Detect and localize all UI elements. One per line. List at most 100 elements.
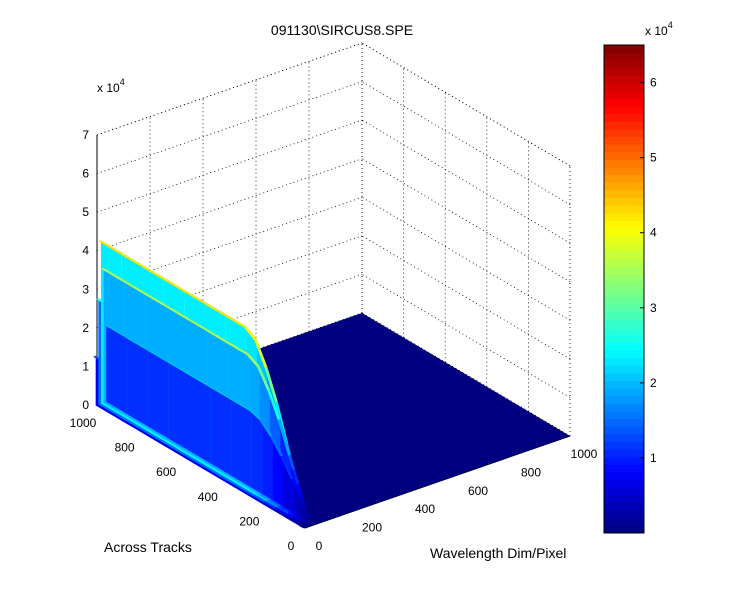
colorbar-segment: [604, 334, 644, 343]
colorbar-segment: [604, 517, 644, 526]
colorbar-segment: [604, 304, 644, 313]
colorbar-segment: [604, 144, 644, 153]
x-tick-label: 800: [521, 465, 541, 479]
colorbar-segment: [604, 342, 644, 351]
x-axis-label: Wavelength Dim/Pixel: [430, 545, 566, 561]
y-tick-label: 800: [115, 441, 135, 455]
surface-patch: [142, 292, 167, 306]
colorbar-segment: [604, 479, 644, 488]
colorbar-segment: [604, 174, 644, 183]
surface-patch: [184, 317, 208, 331]
y-axis-label: Across Tracks: [104, 539, 192, 555]
surface-patch: [294, 487, 302, 498]
colorbar-segment: [604, 350, 644, 359]
colorbar-segment: [604, 266, 644, 275]
surface-patch: [307, 517, 315, 523]
colorbar-segment: [604, 441, 644, 450]
colorbar-segment: [604, 494, 644, 503]
z-exponent-power: 4: [120, 77, 125, 87]
surface-patch: [106, 323, 128, 415]
colorbar-segment: [604, 121, 644, 130]
z-exponent-base: x 10: [97, 81, 120, 95]
colorbar-segment: [604, 113, 644, 122]
colorbar-segment: [604, 258, 644, 267]
surface-patch: [207, 385, 232, 399]
colorbar-segment: [604, 45, 644, 54]
surface-patch: [168, 360, 190, 451]
colorbar-segment: [604, 380, 644, 389]
surface-patch: [275, 401, 289, 445]
colorbar-tick-label: 6: [650, 76, 657, 90]
colorbar-segment: [604, 327, 644, 336]
colorbar-segment: [604, 311, 644, 320]
x-tick-label: 1000: [571, 447, 598, 461]
z-axis-exponent: x 104: [97, 77, 125, 95]
colorbar-segment: [604, 90, 644, 99]
surface-patch: [223, 314, 247, 328]
surface-patch: [225, 341, 250, 355]
surface-patch: [166, 360, 190, 374]
colorbar-segment: [604, 411, 644, 420]
colorbar-exponent: x 104: [645, 20, 673, 38]
grid-line: [96, 235, 363, 329]
surface-patch: [280, 455, 294, 480]
colorbar-segment: [604, 319, 644, 328]
colorbar-segment: [604, 281, 644, 290]
colorbar-segment: [604, 151, 644, 160]
colorbar-segment: [604, 395, 644, 404]
colorbar-segment: [604, 243, 644, 252]
colorbar-segment: [604, 67, 644, 76]
colorbar-segment: [604, 220, 644, 229]
surface-patch: [147, 348, 169, 439]
z-tick-label: 7: [82, 128, 89, 142]
x-tick-label: 0: [316, 539, 323, 553]
surface-patch: [163, 304, 187, 318]
colorbar-segment: [604, 403, 644, 412]
colorbar-segment: [604, 205, 644, 214]
colorbar-exponent-power: 4: [668, 20, 673, 30]
colorbar-segment: [604, 159, 644, 168]
surface-patch: [270, 435, 284, 457]
surface-patch: [254, 339, 268, 369]
grid-line: [361, 196, 571, 321]
colorbar-segment: [604, 60, 644, 69]
colorbar-segment: [604, 388, 644, 397]
x-tick-label: 200: [362, 521, 382, 535]
surface: [93, 240, 570, 529]
chart-title: 091130\SIRCUS8.SPE: [271, 22, 413, 38]
colorbar-segment: [604, 372, 644, 381]
y-tick-label: 400: [198, 490, 218, 504]
colorbar-segment: [604, 365, 644, 374]
z-tick-label: 3: [82, 282, 89, 296]
surface-patch: [139, 264, 164, 279]
surface-patch: [100, 267, 125, 282]
colorbar-segment: [604, 52, 644, 61]
surface-patch: [98, 240, 122, 254]
colorbar-exponent-base: x 10: [645, 24, 668, 38]
z-tick-label: 1: [82, 359, 89, 373]
colorbar-segment: [604, 189, 644, 198]
surface-patch: [256, 365, 271, 391]
surface-patch: [249, 409, 263, 421]
surface-patch: [299, 497, 306, 508]
colorbar-tick-label: 4: [650, 226, 657, 240]
colorbar-segment: [604, 449, 644, 458]
y-tick-label: 600: [156, 465, 176, 479]
surface-patch: [202, 301, 226, 316]
surface-patch: [292, 468, 300, 485]
colorbar-segment: [604, 433, 644, 442]
grid-line: [96, 196, 363, 290]
colorbar-segment: [604, 182, 644, 191]
colorbar-tick-label: 5: [650, 151, 657, 165]
surface-patch: [296, 522, 304, 528]
colorbar-segment: [604, 525, 644, 534]
surface-patch: [160, 277, 185, 291]
surface-patch: [127, 336, 148, 427]
colorbar-frame: [603, 44, 645, 534]
axis-ticks: 0 200 400 600 800 1000 0 200 400 600 800 1000 0 1 2 3 4 5…: [70, 128, 598, 553]
surface-patch: [288, 454, 295, 470]
colorbar-segment: [604, 197, 644, 206]
colorbar-tick-label: 1: [650, 451, 657, 465]
